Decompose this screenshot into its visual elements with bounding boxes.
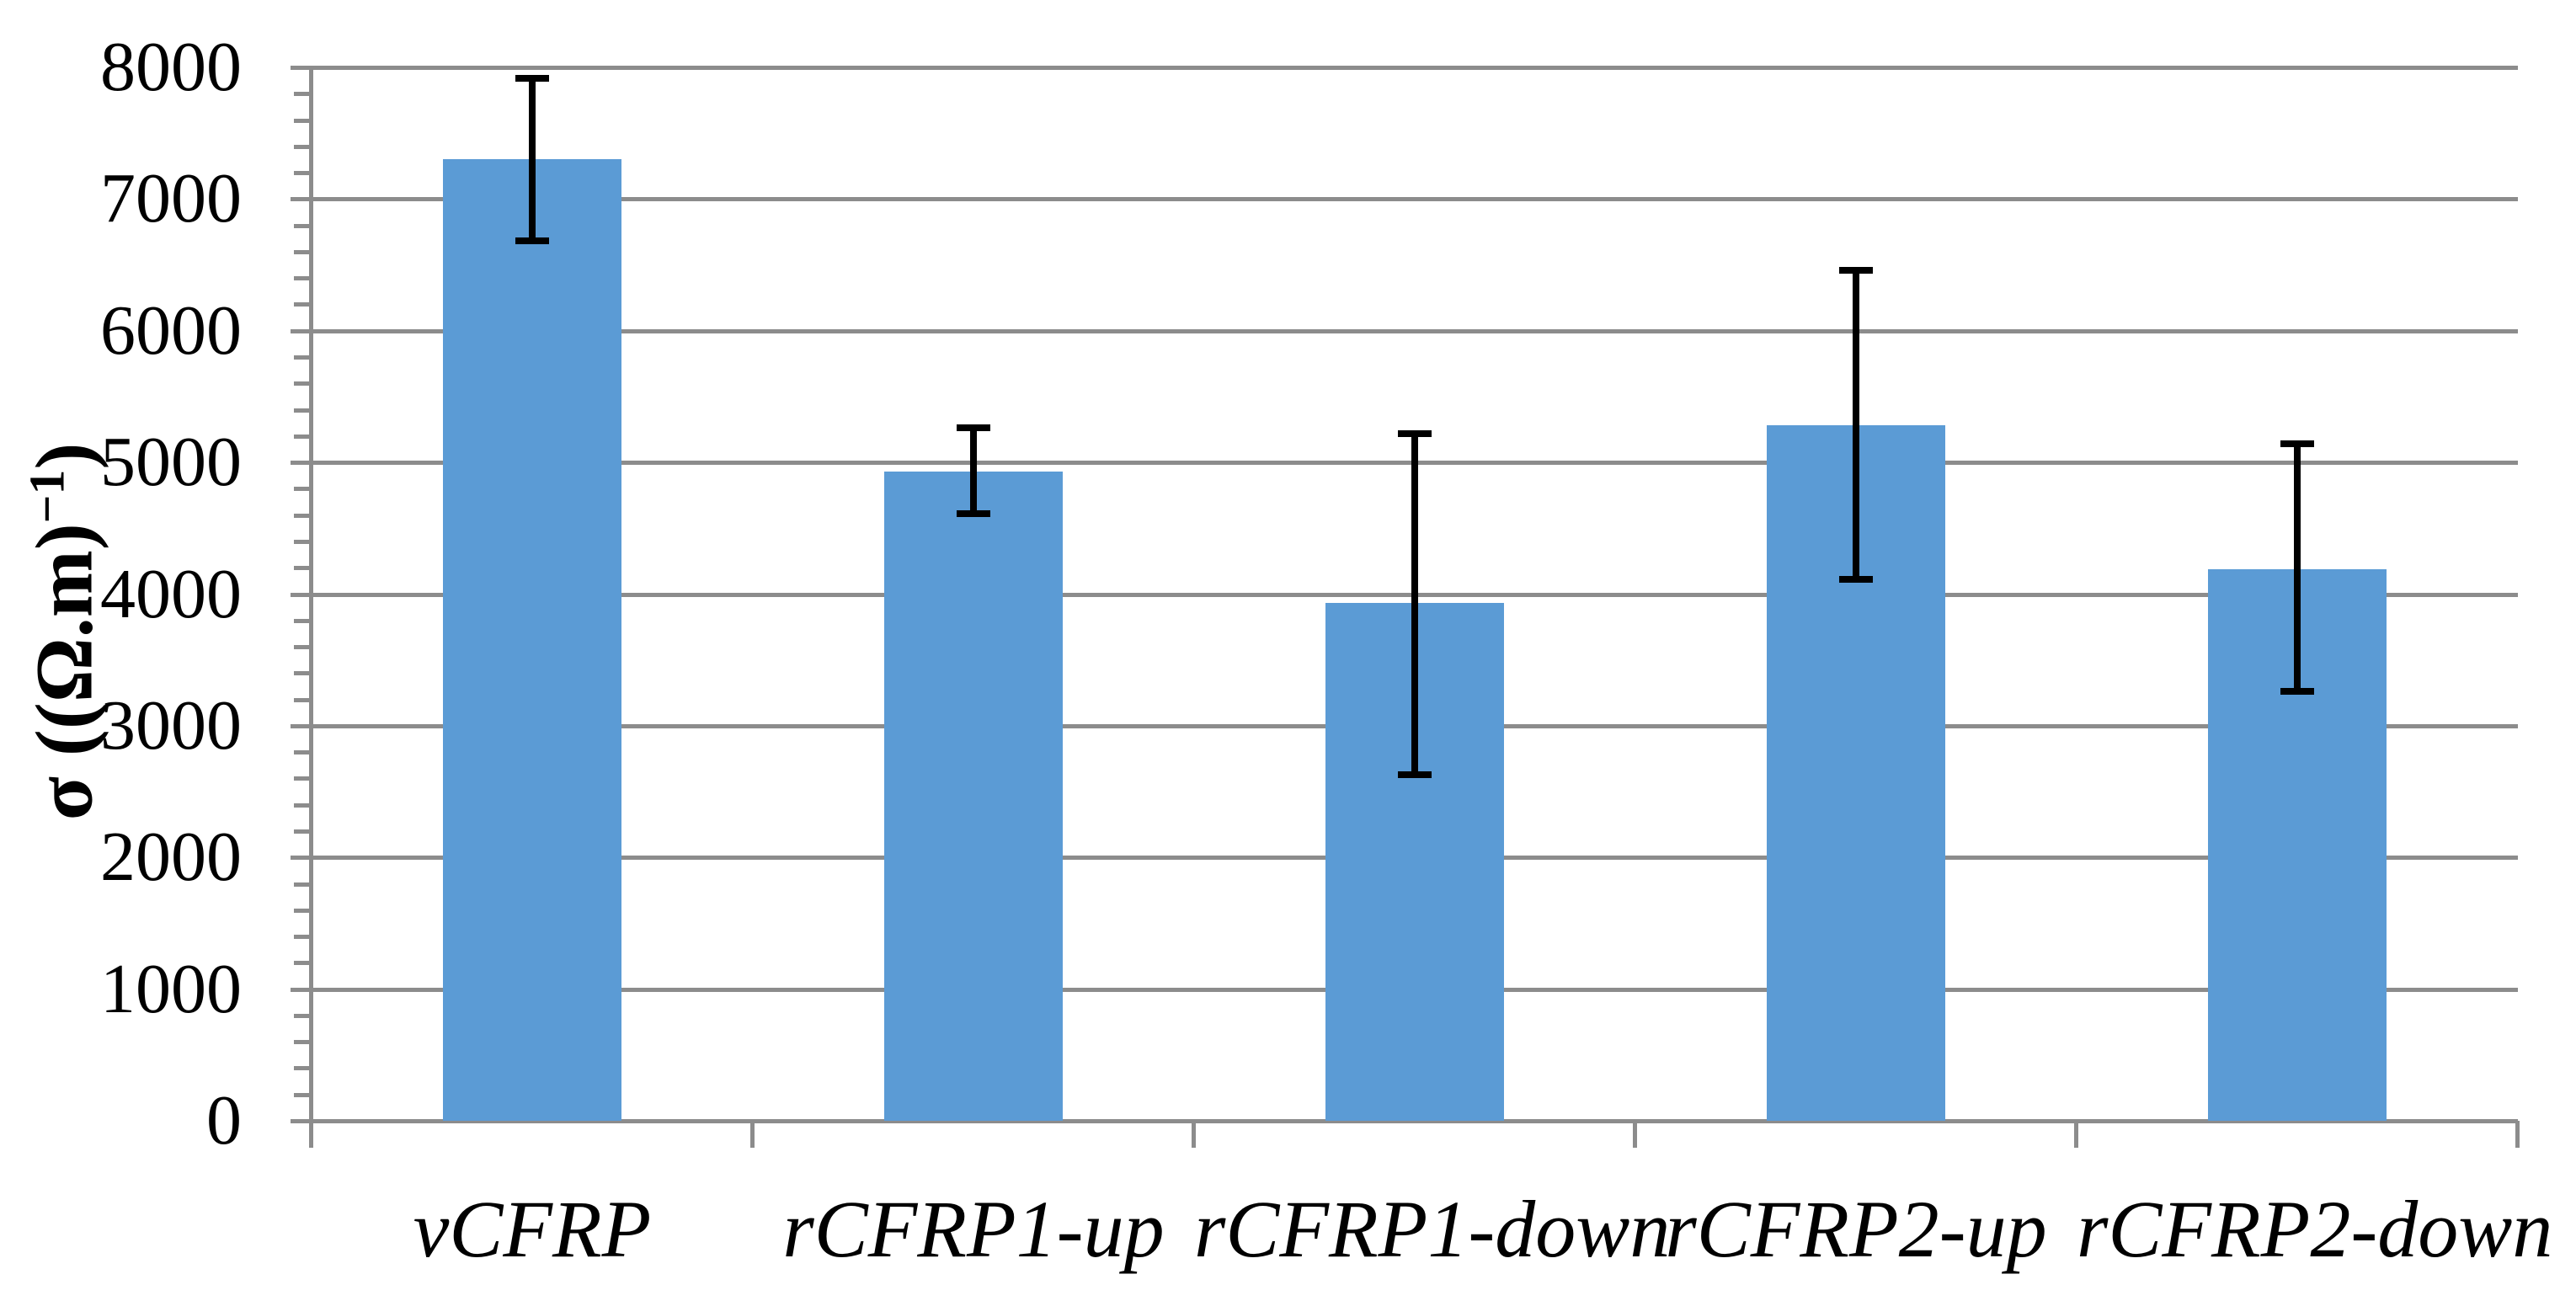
error-bar-rCFRP2-up — [1853, 270, 1859, 579]
y-minor-tick — [294, 698, 309, 702]
x-category-label-rCFRP2-up: rCFRP2-up — [1665, 1184, 2047, 1274]
y-minor-tick — [294, 750, 309, 754]
y-gridline-4000 — [291, 593, 2518, 597]
y-minor-tick — [294, 355, 309, 360]
y-axis-title-prefix: σ ((Ω.m) — [19, 523, 109, 821]
y-tick-label-2000: 2000 — [100, 818, 242, 896]
error-bar-rCFRP2-down — [2294, 444, 2301, 691]
error-cap-top-rCFRP2-down — [2280, 440, 2314, 447]
y-tick-label-5000: 5000 — [100, 423, 242, 501]
y-minor-tick — [294, 408, 309, 413]
y-minor-tick — [294, 224, 309, 228]
y-gridline-7000 — [291, 197, 2518, 201]
x-category-label-rCFRP1-down: rCFRP1-down — [1194, 1184, 1671, 1274]
error-bar-rCFRP1-up — [970, 428, 977, 514]
x-category-label-rCFRP1-up: rCFRP1-up — [782, 1184, 1165, 1274]
y-minor-tick — [294, 619, 309, 623]
error-bar-rCFRP1-down — [1411, 434, 1418, 775]
y-axis-title-superscript: −1 — [19, 469, 75, 524]
y-axis-line — [309, 66, 313, 1148]
x-category-label-rCFRP2-down: rCFRP2-down — [2077, 1184, 2553, 1274]
y-tick-label-1000: 1000 — [100, 950, 242, 1028]
y-minor-tick — [294, 1040, 309, 1044]
y-axis-title-suffix: ) — [19, 442, 109, 470]
y-tick-label-7000: 7000 — [100, 159, 242, 237]
y-minor-tick — [294, 435, 309, 439]
error-cap-bottom-vCFRP — [515, 237, 549, 244]
x-axis-tick — [1633, 1121, 1637, 1148]
y-minor-tick — [294, 514, 309, 518]
y-minor-tick — [294, 145, 309, 149]
y-minor-tick — [294, 92, 309, 96]
y-minor-tick — [294, 935, 309, 939]
error-cap-bottom-rCFRP2-up — [1839, 576, 1873, 583]
error-bar-vCFRP — [529, 78, 536, 242]
y-tick-label-6000: 6000 — [100, 291, 242, 370]
y-minor-tick — [294, 671, 309, 675]
y-minor-tick — [294, 540, 309, 544]
x-axis-tick — [2515, 1121, 2520, 1148]
y-minor-tick — [294, 302, 309, 307]
y-minor-tick — [294, 909, 309, 913]
bar-rCFRP1-up — [884, 472, 1063, 1121]
error-cap-bottom-rCFRP2-down — [2280, 688, 2314, 695]
error-cap-top-rCFRP1-up — [957, 424, 990, 431]
y-minor-tick — [294, 645, 309, 649]
y-axis-title: σ ((Ω.m)−1) — [18, 443, 111, 821]
error-cap-top-rCFRP2-up — [1839, 267, 1873, 274]
y-minor-tick — [294, 1066, 309, 1070]
error-cap-top-rCFRP1-down — [1398, 430, 1432, 437]
error-cap-bottom-rCFRP1-down — [1398, 771, 1432, 778]
y-gridline-6000 — [291, 329, 2518, 333]
y-minor-tick — [294, 829, 309, 834]
y-minor-tick — [294, 171, 309, 175]
x-category-label-vCFRP: vCFRP — [413, 1184, 652, 1274]
y-tick-label-3000: 3000 — [100, 686, 242, 765]
y-minor-tick — [294, 250, 309, 254]
y-minor-tick — [294, 381, 309, 386]
y-minor-tick — [294, 1014, 309, 1018]
y-minor-tick — [294, 119, 309, 123]
y-minor-tick — [294, 803, 309, 808]
x-axis-tick — [750, 1121, 755, 1148]
y-minor-tick — [294, 961, 309, 965]
y-minor-tick — [294, 276, 309, 280]
y-minor-tick — [294, 882, 309, 887]
y-minor-tick — [294, 487, 309, 491]
x-axis-tick — [2074, 1121, 2078, 1148]
y-tick-label-8000: 8000 — [100, 28, 242, 106]
y-tick-label-0: 0 — [206, 1081, 242, 1160]
y-tick-label-4000: 4000 — [100, 555, 242, 633]
bar-vCFRP — [443, 159, 621, 1121]
y-gridline-0 — [291, 1119, 2518, 1123]
error-cap-bottom-rCFRP1-up — [957, 510, 990, 517]
y-minor-tick — [294, 1093, 309, 1097]
x-axis-tick — [1192, 1121, 1196, 1148]
y-gridline-8000 — [291, 66, 2518, 70]
y-gridline-5000 — [291, 461, 2518, 465]
y-minor-tick — [294, 566, 309, 570]
y-minor-tick — [294, 776, 309, 781]
error-cap-top-vCFRP — [515, 75, 549, 82]
